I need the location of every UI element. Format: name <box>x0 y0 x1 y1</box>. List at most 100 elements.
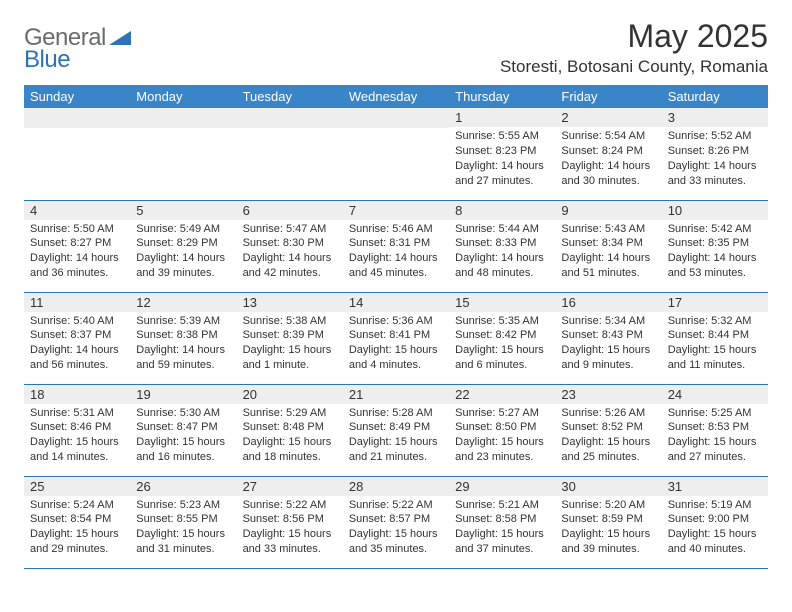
daylight-text-1: Daylight: 14 hours <box>30 251 124 266</box>
daylight-text-1: Daylight: 15 hours <box>30 435 124 450</box>
daylight-text-2: and 33 minutes. <box>243 542 337 557</box>
calendar-day-cell: 20Sunrise: 5:29 AMSunset: 8:48 PMDayligh… <box>237 384 343 476</box>
daylight-text-1: Daylight: 15 hours <box>243 343 337 358</box>
sunrise-text: Sunrise: 5:26 AM <box>561 406 655 421</box>
sunrise-text: Sunrise: 5:52 AM <box>668 129 762 144</box>
calendar-day-cell: 7Sunrise: 5:46 AMSunset: 8:31 PMDaylight… <box>343 200 449 292</box>
daylight-text-2: and 1 minute. <box>243 358 337 373</box>
col-header: Wednesday <box>343 85 449 108</box>
daylight-text-1: Daylight: 14 hours <box>30 343 124 358</box>
calendar-day-cell: 2Sunrise: 5:54 AMSunset: 8:24 PMDaylight… <box>555 108 661 200</box>
sunrise-text: Sunrise: 5:21 AM <box>455 498 549 513</box>
sunset-text: Sunset: 8:26 PM <box>668 144 762 159</box>
sunset-text: Sunset: 8:31 PM <box>349 236 443 251</box>
daylight-text-2: and 53 minutes. <box>668 266 762 281</box>
calendar-table: Sunday Monday Tuesday Wednesday Thursday… <box>24 85 768 569</box>
daylight-text-2: and 51 minutes. <box>561 266 655 281</box>
calendar-day-cell: 9Sunrise: 5:43 AMSunset: 8:34 PMDaylight… <box>555 200 661 292</box>
day-detail: Sunrise: 5:55 AMSunset: 8:23 PMDaylight:… <box>449 127 555 194</box>
sunset-text: Sunset: 8:58 PM <box>455 512 549 527</box>
daylight-text-2: and 27 minutes. <box>668 450 762 465</box>
col-header: Tuesday <box>237 85 343 108</box>
day-number: 15 <box>449 293 555 312</box>
calendar-day-cell: 14Sunrise: 5:36 AMSunset: 8:41 PMDayligh… <box>343 292 449 384</box>
calendar-day-cell: 10Sunrise: 5:42 AMSunset: 8:35 PMDayligh… <box>662 200 768 292</box>
calendar-body: 1Sunrise: 5:55 AMSunset: 8:23 PMDaylight… <box>24 108 768 568</box>
day-number: 16 <box>555 293 661 312</box>
daylight-text-2: and 39 minutes. <box>136 266 230 281</box>
calendar-day-cell: 15Sunrise: 5:35 AMSunset: 8:42 PMDayligh… <box>449 292 555 384</box>
calendar-day-cell <box>130 108 236 200</box>
calendar-header-row: Sunday Monday Tuesday Wednesday Thursday… <box>24 85 768 108</box>
day-detail: Sunrise: 5:19 AMSunset: 9:00 PMDaylight:… <box>662 496 768 563</box>
day-detail: Sunrise: 5:39 AMSunset: 8:38 PMDaylight:… <box>130 312 236 379</box>
sunrise-text: Sunrise: 5:24 AM <box>30 498 124 513</box>
day-detail: Sunrise: 5:54 AMSunset: 8:24 PMDaylight:… <box>555 127 661 194</box>
col-header: Thursday <box>449 85 555 108</box>
sunset-text: Sunset: 8:43 PM <box>561 328 655 343</box>
sunset-text: Sunset: 8:29 PM <box>136 236 230 251</box>
sunset-text: Sunset: 8:24 PM <box>561 144 655 159</box>
daylight-text-2: and 31 minutes. <box>136 542 230 557</box>
daylight-text-1: Daylight: 15 hours <box>668 527 762 542</box>
calendar-day-cell: 28Sunrise: 5:22 AMSunset: 8:57 PMDayligh… <box>343 476 449 568</box>
calendar-day-cell: 24Sunrise: 5:25 AMSunset: 8:53 PMDayligh… <box>662 384 768 476</box>
daylight-text-2: and 11 minutes. <box>668 358 762 373</box>
daylight-text-1: Daylight: 15 hours <box>455 527 549 542</box>
day-detail: Sunrise: 5:32 AMSunset: 8:44 PMDaylight:… <box>662 312 768 379</box>
calendar-day-cell: 31Sunrise: 5:19 AMSunset: 9:00 PMDayligh… <box>662 476 768 568</box>
day-number: 6 <box>237 201 343 220</box>
sunset-text: Sunset: 9:00 PM <box>668 512 762 527</box>
sunset-text: Sunset: 8:44 PM <box>668 328 762 343</box>
sunrise-text: Sunrise: 5:35 AM <box>455 314 549 329</box>
daylight-text-1: Daylight: 15 hours <box>136 527 230 542</box>
calendar-day-cell: 21Sunrise: 5:28 AMSunset: 8:49 PMDayligh… <box>343 384 449 476</box>
daylight-text-1: Daylight: 15 hours <box>561 435 655 450</box>
day-number: 12 <box>130 293 236 312</box>
day-detail: Sunrise: 5:46 AMSunset: 8:31 PMDaylight:… <box>343 220 449 287</box>
daylight-text-2: and 14 minutes. <box>30 450 124 465</box>
day-number: 4 <box>24 201 130 220</box>
daylight-text-2: and 45 minutes. <box>349 266 443 281</box>
sunrise-text: Sunrise: 5:34 AM <box>561 314 655 329</box>
sunset-text: Sunset: 8:46 PM <box>30 420 124 435</box>
daylight-text-1: Daylight: 14 hours <box>349 251 443 266</box>
sunset-text: Sunset: 8:50 PM <box>455 420 549 435</box>
col-header: Friday <box>555 85 661 108</box>
daylight-text-2: and 6 minutes. <box>455 358 549 373</box>
sunrise-text: Sunrise: 5:49 AM <box>136 222 230 237</box>
sunrise-text: Sunrise: 5:22 AM <box>349 498 443 513</box>
day-number: 13 <box>237 293 343 312</box>
daylight-text-2: and 27 minutes. <box>455 174 549 189</box>
daylight-text-2: and 29 minutes. <box>30 542 124 557</box>
daylight-text-1: Daylight: 15 hours <box>349 435 443 450</box>
sunrise-text: Sunrise: 5:47 AM <box>243 222 337 237</box>
day-detail: Sunrise: 5:20 AMSunset: 8:59 PMDaylight:… <box>555 496 661 563</box>
calendar-week-row: 4Sunrise: 5:50 AMSunset: 8:27 PMDaylight… <box>24 200 768 292</box>
daylight-text-2: and 40 minutes. <box>668 542 762 557</box>
sunset-text: Sunset: 8:42 PM <box>455 328 549 343</box>
sunset-text: Sunset: 8:55 PM <box>136 512 230 527</box>
day-detail: Sunrise: 5:26 AMSunset: 8:52 PMDaylight:… <box>555 404 661 471</box>
day-detail: Sunrise: 5:42 AMSunset: 8:35 PMDaylight:… <box>662 220 768 287</box>
daylight-text-2: and 42 minutes. <box>243 266 337 281</box>
col-header: Monday <box>130 85 236 108</box>
day-number: 11 <box>24 293 130 312</box>
daylight-text-2: and 36 minutes. <box>30 266 124 281</box>
sunrise-text: Sunrise: 5:25 AM <box>668 406 762 421</box>
day-detail: Sunrise: 5:35 AMSunset: 8:42 PMDaylight:… <box>449 312 555 379</box>
day-number: 3 <box>662 108 768 127</box>
col-header: Saturday <box>662 85 768 108</box>
day-number: 10 <box>662 201 768 220</box>
calendar-day-cell: 26Sunrise: 5:23 AMSunset: 8:55 PMDayligh… <box>130 476 236 568</box>
daylight-text-1: Daylight: 14 hours <box>668 159 762 174</box>
sunrise-text: Sunrise: 5:27 AM <box>455 406 549 421</box>
sunset-text: Sunset: 8:57 PM <box>349 512 443 527</box>
sunset-text: Sunset: 8:56 PM <box>243 512 337 527</box>
day-number: 8 <box>449 201 555 220</box>
empty-day-band <box>237 108 343 128</box>
sunset-text: Sunset: 8:41 PM <box>349 328 443 343</box>
brand-triangle-icon <box>109 27 131 50</box>
daylight-text-2: and 9 minutes. <box>561 358 655 373</box>
day-detail: Sunrise: 5:49 AMSunset: 8:29 PMDaylight:… <box>130 220 236 287</box>
